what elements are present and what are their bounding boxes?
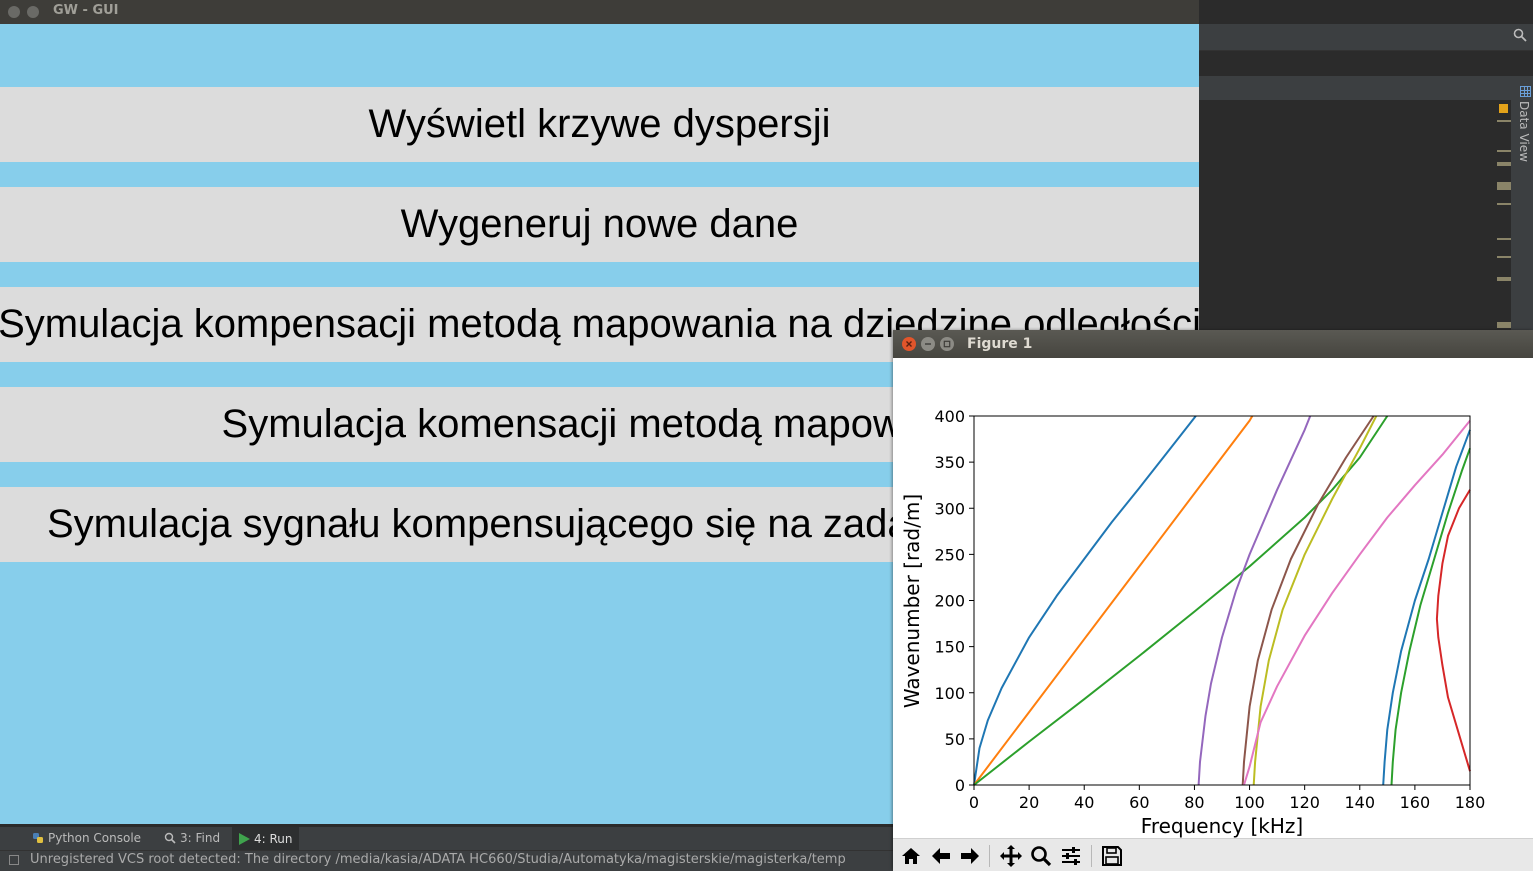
- pan-icon: [1000, 845, 1022, 867]
- y-tick-label: 0: [955, 776, 965, 795]
- status-message[interactable]: Unregistered VCS root detected: The dire…: [30, 852, 846, 867]
- series-line-1: [973, 415, 1254, 786]
- series-line-8: [1390, 447, 1471, 786]
- x-tick-label: 100: [1234, 793, 1265, 812]
- tab-run-label: 4: Run: [254, 832, 293, 846]
- error-stripe-mark[interactable]: [1497, 120, 1511, 122]
- data-view-label: Data View: [1517, 101, 1531, 162]
- y-tick-label: 200: [934, 592, 965, 611]
- series-line-9: [1435, 489, 1471, 772]
- series-line-0: [973, 415, 1197, 786]
- x-tick-label: 20: [1019, 793, 1039, 812]
- toolbar-separator: [989, 845, 990, 867]
- close-icon[interactable]: [902, 337, 916, 351]
- tab-run[interactable]: 4: Run: [232, 827, 299, 851]
- dispersion-chart[interactable]: 0 20 40 60 80 100 120 140 160 180 0 50 100 150 200 250…: [893, 358, 1533, 838]
- tab-find[interactable]: 3: Find: [164, 831, 220, 845]
- x-tick-label: 160: [1400, 793, 1431, 812]
- search-icon: [164, 832, 176, 844]
- tab-python-console-label: Python Console: [48, 831, 142, 845]
- error-stripe-mark[interactable]: [1497, 182, 1511, 190]
- zoom-icon: [1031, 846, 1052, 867]
- back-button[interactable]: [927, 842, 955, 870]
- forward-icon: [961, 848, 979, 864]
- status-checkbox[interactable]: [9, 855, 19, 865]
- error-stripe-mark[interactable]: [1497, 256, 1511, 258]
- pan-button[interactable]: [997, 842, 1025, 870]
- series-line-5: [1252, 415, 1378, 786]
- x-axis: 0 20 40 60 80 100 120 140 160 180: [969, 785, 1485, 812]
- back-icon: [932, 848, 950, 864]
- error-stripe-mark[interactable]: [1497, 322, 1511, 328]
- series-line-4: [1241, 415, 1375, 786]
- close-icon[interactable]: [8, 6, 20, 18]
- series-line-7: [1382, 429, 1471, 786]
- data-view-tab[interactable]: Data View: [1513, 86, 1531, 166]
- y-tick-label: 250: [934, 545, 965, 564]
- figure-toolbar: [893, 838, 1533, 871]
- x-tick-label: 0: [969, 793, 979, 812]
- minimize-icon[interactable]: [27, 6, 39, 18]
- series-line-6: [1243, 419, 1471, 786]
- gw-window-titlebar[interactable]: GW - GUI: [0, 0, 1199, 24]
- run-icon: [239, 833, 250, 845]
- search-icon[interactable]: [1513, 28, 1527, 42]
- ide-toolbar: [1199, 24, 1533, 51]
- figure-window: Figure 1 0 20 40 60 80 100 120 140 160 180 0 50 100…: [893, 330, 1533, 871]
- save-icon: [1102, 846, 1122, 866]
- zoom-button[interactable]: [1027, 842, 1055, 870]
- x-tick-label: 180: [1455, 793, 1486, 812]
- error-stripe-mark[interactable]: [1497, 277, 1511, 281]
- tab-find-label: 3: Find: [180, 831, 221, 845]
- y-tick-label: 150: [934, 638, 965, 657]
- series-layer: [973, 415, 1471, 786]
- y-tick-label: 400: [934, 407, 965, 426]
- error-stripe-mark[interactable]: [1497, 203, 1511, 205]
- x-tick-label: 60: [1129, 793, 1149, 812]
- maximize-icon[interactable]: [940, 337, 954, 351]
- y-tick-label: 300: [934, 499, 965, 518]
- y-tick-label: 50: [945, 730, 965, 749]
- home-icon: [902, 848, 920, 864]
- y-axis-label: Wavenumber [rad/m]: [900, 494, 924, 708]
- error-stripe-mark[interactable]: [1497, 150, 1511, 152]
- ide-editor[interactable]: [1199, 120, 1511, 330]
- tab-python-console[interactable]: Python Console: [32, 831, 141, 845]
- show-dispersion-curves-button[interactable]: Wyświetl krzywe dyspersji: [0, 87, 1199, 162]
- configure-icon: [1062, 847, 1080, 865]
- x-tick-label: 40: [1074, 793, 1094, 812]
- python-icon: [33, 833, 43, 843]
- error-stripe-mark[interactable]: [1497, 238, 1511, 240]
- configure-button[interactable]: [1057, 842, 1085, 870]
- home-button[interactable]: [897, 842, 925, 870]
- y-tick-label: 100: [934, 684, 965, 703]
- gw-window-title: GW - GUI: [53, 3, 119, 18]
- table-icon: [1520, 86, 1531, 97]
- x-tick-label: 120: [1289, 793, 1320, 812]
- forward-button[interactable]: [956, 842, 984, 870]
- figure-title: Figure 1: [967, 336, 1033, 352]
- y-tick-label: 350: [934, 453, 965, 472]
- series-line-2: [973, 415, 1389, 786]
- x-tick-label: 140: [1345, 793, 1376, 812]
- warning-marker[interactable]: [1499, 104, 1508, 113]
- error-stripe-mark[interactable]: [1497, 162, 1511, 166]
- save-button[interactable]: [1098, 842, 1126, 870]
- ide-editor-tabs: [1199, 76, 1511, 101]
- series-line-3: [1197, 415, 1312, 786]
- x-tick-label: 80: [1184, 793, 1204, 812]
- ide-right-strip: [1511, 76, 1533, 336]
- minimize-icon[interactable]: [921, 337, 935, 351]
- y-axis: 0 50 100 150 200 250 300 350 400: [934, 407, 974, 795]
- generate-new-data-button[interactable]: Wygeneruj nowe dane: [0, 187, 1199, 262]
- x-axis-label: Frequency [kHz]: [1141, 814, 1303, 838]
- figure-titlebar[interactable]: Figure 1: [893, 330, 1533, 358]
- toolbar-separator: [1091, 845, 1092, 867]
